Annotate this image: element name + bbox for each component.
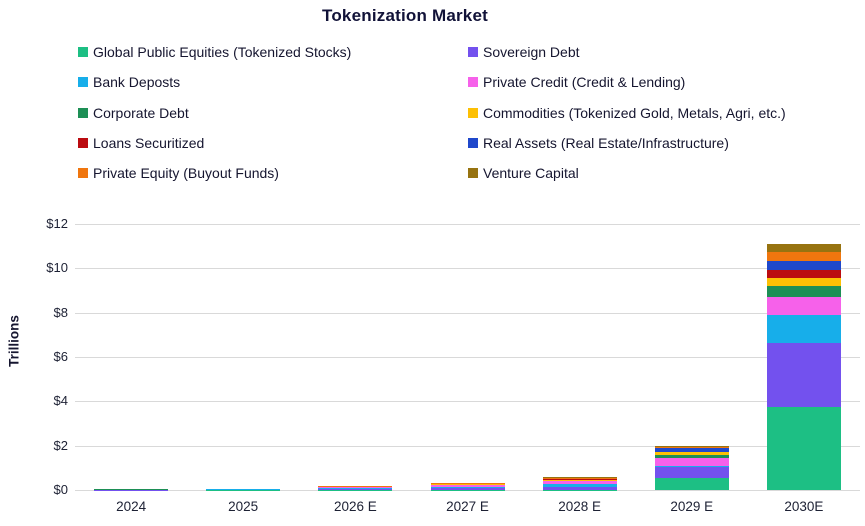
- legend-item: Sovereign Debt: [468, 42, 580, 62]
- bar-segment: [654, 448, 729, 452]
- legend-label: Loans Securitized: [93, 135, 205, 151]
- bar-segment: [542, 484, 617, 487]
- y-tick-label: $10: [46, 260, 68, 276]
- legend-swatch: [468, 138, 478, 148]
- x-tick-label: 2029 E: [670, 499, 714, 514]
- legend-item: Private Equity (Buyout Funds): [78, 163, 279, 183]
- bar-2027-e: [430, 483, 505, 490]
- chart-title: Tokenization Market: [322, 6, 488, 25]
- gridline: [75, 357, 860, 358]
- bar-2028-e: [542, 477, 617, 490]
- bar-segment: [766, 269, 841, 279]
- y-tick-label: $2: [53, 437, 68, 453]
- y-tick-label: $8: [53, 304, 68, 320]
- legend-label: Real Assets (Real Estate/Infrastructure): [483, 135, 729, 151]
- bar-segment: [654, 477, 729, 490]
- bar-segment: [766, 297, 841, 315]
- y-tick-label: $6: [53, 349, 68, 364]
- gridline: [75, 224, 860, 225]
- x-tick-label: 2027 E: [446, 499, 489, 514]
- legend-label: Sovereign Debt: [483, 44, 580, 60]
- legend-item: Bank Deposts: [78, 72, 180, 92]
- bar-2026-e: [318, 486, 393, 490]
- bar-segment: [654, 447, 729, 449]
- legend-label: Private Credit (Credit & Lending): [483, 74, 686, 90]
- bar-segment: [542, 479, 617, 481]
- bar-segment: [542, 477, 617, 479]
- legend-label: Venture Capital: [483, 165, 579, 181]
- bar-segment: [542, 479, 617, 480]
- y-tick-label: $12: [46, 216, 68, 231]
- x-tick-label: 2030E: [784, 499, 824, 514]
- x-tick-label: 2025: [228, 499, 259, 514]
- bar-segment: [654, 451, 729, 453]
- x-tick-label: 2028 E: [558, 499, 601, 514]
- legend-label: Commodities (Tokenized Gold, Metals, Agr…: [483, 105, 786, 121]
- bar-segment: [766, 314, 841, 343]
- bar-segment: [654, 455, 729, 458]
- legend-item: Venture Capital: [468, 163, 579, 183]
- legend-label: Corporate Debt: [93, 105, 189, 121]
- legend-swatch: [468, 47, 478, 57]
- legend-item: Private Credit (Credit & Lending): [468, 72, 685, 92]
- gridline: [75, 445, 860, 447]
- legend-swatch: [78, 77, 88, 87]
- legend-swatch: [468, 108, 478, 118]
- bar-segment: [542, 478, 617, 480]
- legend-label: Bank Deposts: [93, 74, 181, 90]
- bar-segment: [654, 445, 729, 448]
- bar-2024: [94, 489, 169, 490]
- legend-swatch: [78, 47, 88, 57]
- legend-label: Private Equity (Buyout Funds): [93, 165, 279, 181]
- x-tick-label: 2026 E: [333, 499, 377, 514]
- bar-2029-e: [654, 445, 729, 490]
- bar-2025: [206, 488, 281, 490]
- bar-segment: [766, 244, 841, 252]
- legend-item: Corporate Debt: [78, 103, 189, 123]
- y-tick-label: $4: [53, 393, 68, 409]
- legend-swatch: [78, 108, 88, 118]
- gridline: [75, 312, 860, 314]
- legend-item: Commodities (Tokenized Gold, Metals, Agr…: [468, 103, 786, 123]
- bar-segment: [654, 457, 729, 466]
- legend-item: Global Public Equities (Tokenized Stocks…: [78, 42, 351, 62]
- bar-segment: [542, 480, 617, 482]
- bar-segment: [542, 486, 617, 490]
- legend-swatch: [78, 168, 88, 178]
- gridline: [75, 401, 860, 403]
- gridline: [75, 490, 860, 491]
- y-axis-title: Trillions: [6, 315, 22, 367]
- bar-segment: [318, 488, 393, 490]
- bar-segment: [430, 487, 505, 489]
- legend-swatch: [468, 77, 478, 87]
- bar-segment: [766, 286, 841, 298]
- legend-label: Global Public Equities (Tokenized Stocks…: [93, 44, 352, 60]
- bar-segment: [654, 465, 729, 467]
- bar-segment: [766, 278, 841, 287]
- y-tick-label: $0: [53, 482, 68, 497]
- legend-swatch: [468, 168, 478, 178]
- bar-segment: [318, 487, 393, 489]
- bar-segment: [654, 466, 729, 478]
- x-tick-label: 2024: [116, 499, 147, 514]
- bar-segment: [430, 485, 505, 488]
- bar-segment: [766, 251, 841, 262]
- bar-segment: [766, 406, 841, 490]
- legend-item: Loans Securitized: [78, 133, 204, 153]
- bar-segment: [654, 452, 729, 456]
- bar-segment: [430, 488, 505, 490]
- bar-segment: [766, 342, 841, 407]
- bar-2030e: [766, 244, 841, 490]
- bar-segment: [542, 481, 617, 485]
- legend-swatch: [78, 138, 88, 148]
- bar-segment: [766, 261, 841, 270]
- gridline: [75, 268, 860, 270]
- legend-item: Real Assets (Real Estate/Infrastructure): [468, 133, 729, 153]
